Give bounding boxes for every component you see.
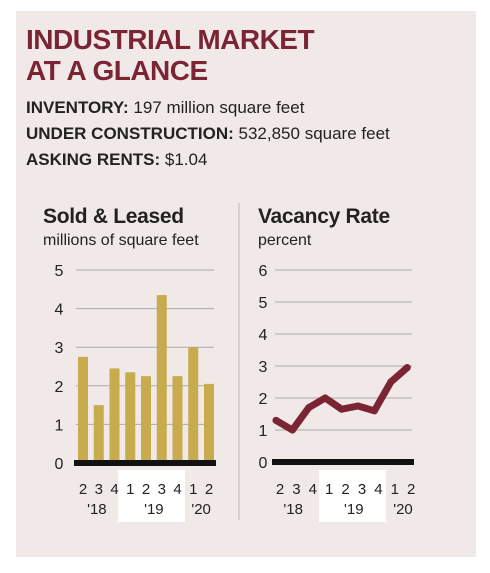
vacancy-line xyxy=(272,364,411,434)
y-tick-label: 3 xyxy=(55,340,64,357)
x-tick-label: 4 xyxy=(173,481,181,498)
stat-under-construction: UNDER CONSTRUCTION: 532,850 square feet xyxy=(26,123,390,145)
sold-leased-title: Sold & Leased xyxy=(43,205,184,228)
year-label: '18 xyxy=(283,501,303,518)
bar xyxy=(109,368,120,463)
x-tick-label: 3 xyxy=(95,481,103,498)
stat-label: UNDER CONSTRUCTION: xyxy=(26,124,234,143)
title-line-1: INDUSTRIAL MARKET xyxy=(26,24,315,55)
year-label: '18 xyxy=(87,501,107,518)
bar xyxy=(156,295,167,463)
stat-label: INVENTORY: xyxy=(26,98,129,117)
bar xyxy=(172,376,183,463)
y-tick-label: 0 xyxy=(259,455,268,472)
year-highlight-2019 xyxy=(118,470,185,522)
stat-asking-rents: ASKING RENTS: $1.04 xyxy=(26,149,207,171)
y-tick-label: 4 xyxy=(259,327,268,344)
y-tick-label: 5 xyxy=(55,263,64,280)
data-point xyxy=(272,416,280,424)
x-tick-label: 3 xyxy=(292,481,300,498)
stat-label: ASKING RENTS: xyxy=(26,150,161,169)
year-highlight-2019 xyxy=(319,470,386,522)
y-tick-label: 3 xyxy=(259,359,268,376)
y-tick-label: 1 xyxy=(259,423,268,440)
x-tick-label: 4 xyxy=(374,481,382,498)
y-tick-label: 2 xyxy=(259,391,268,408)
data-point xyxy=(321,394,329,402)
y-tick-label: 5 xyxy=(259,295,268,312)
bar xyxy=(188,347,199,463)
x-tick-label: 2 xyxy=(142,481,150,498)
baseline xyxy=(74,460,216,466)
year-label: '20 xyxy=(393,501,413,518)
y-tick-label: 0 xyxy=(55,456,64,473)
year-label: '19 xyxy=(144,501,164,518)
x-tick-label: 1 xyxy=(391,481,399,498)
x-tick-label: 1 xyxy=(325,481,333,498)
data-point xyxy=(370,407,378,415)
stat-value: 197 million square feet xyxy=(133,98,305,117)
year-label: '19 xyxy=(344,501,364,518)
bar xyxy=(125,372,136,463)
y-tick-label: 2 xyxy=(55,379,64,396)
x-tick-label: 4 xyxy=(110,481,118,498)
sold-leased-subtitle: millions of square feet xyxy=(43,232,199,249)
x-tick-label: 2 xyxy=(341,481,349,498)
x-tick-label: 1 xyxy=(189,481,197,498)
x-tick-label: 2 xyxy=(79,481,87,498)
data-point xyxy=(387,378,395,386)
x-tick-label: 3 xyxy=(358,481,366,498)
data-point xyxy=(338,405,346,413)
bar xyxy=(141,376,151,463)
x-tick-label: 1 xyxy=(126,481,134,498)
y-tick-label: 6 xyxy=(259,263,268,280)
baseline xyxy=(272,459,414,465)
x-tick-label: 3 xyxy=(158,481,166,498)
data-point xyxy=(305,404,313,412)
stat-value: 532,850 square feet xyxy=(238,124,390,143)
stat-value: $1.04 xyxy=(164,150,208,169)
x-tick-label: 2 xyxy=(205,481,213,498)
year-label: '20 xyxy=(191,501,211,518)
bar xyxy=(204,383,214,463)
x-tick-label: 4 xyxy=(309,481,317,498)
bar xyxy=(93,405,104,463)
x-tick-label: 2 xyxy=(276,481,284,498)
data-point xyxy=(354,402,362,410)
vacancy-rate-subtitle: percent xyxy=(258,232,312,249)
vacancy-rate-title: Vacancy Rate xyxy=(258,205,390,228)
bar xyxy=(78,356,88,463)
data-point xyxy=(288,426,296,434)
stat-inventory: INVENTORY: 197 million square feet xyxy=(26,97,304,119)
y-tick-label: 1 xyxy=(55,417,64,434)
y-tick-label: 4 xyxy=(55,302,64,319)
title-line-2: AT A GLANCE xyxy=(26,55,208,86)
x-tick-label: 2 xyxy=(407,481,415,498)
data-point xyxy=(403,364,411,372)
